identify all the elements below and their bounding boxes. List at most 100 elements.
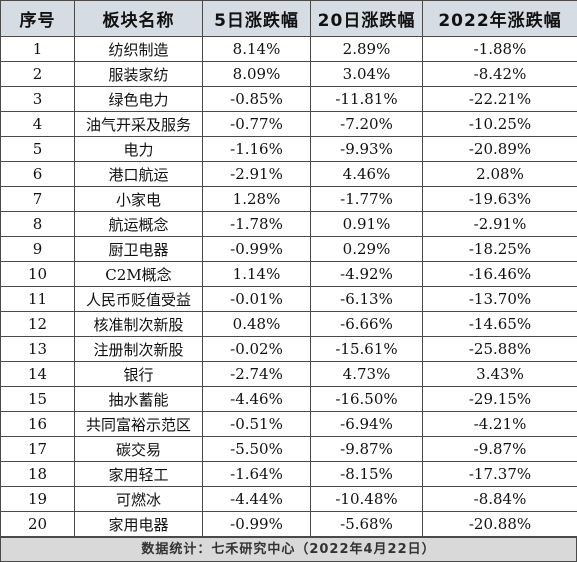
table-row: 8 航运概念 -1.78% 0.91% -2.91% bbox=[0, 211, 577, 237]
cell-2022-change: 2.08% bbox=[422, 161, 577, 187]
table-row: 5 电力 -1.16% -9.93% -20.89% bbox=[0, 136, 577, 162]
table-row: 17 碳交易 -5.50% -9.87% -9.87% bbox=[0, 436, 577, 462]
cell-20day-change: -6.66% bbox=[310, 311, 423, 337]
cell-2022-change: -8.84% bbox=[422, 486, 577, 512]
table-row: 2 服装家纺 8.09% 3.04% -8.42% bbox=[0, 61, 577, 87]
cell-2022-change: -2.91% bbox=[422, 211, 577, 237]
cell-2022-change: -20.88% bbox=[422, 511, 577, 537]
cell-5day-change: 1.28% bbox=[202, 186, 311, 212]
cell-sector-name: 共同富裕示范区 bbox=[74, 411, 203, 437]
cell-5day-change: -1.16% bbox=[202, 136, 311, 162]
cell-sector-name: C2M概念 bbox=[74, 261, 203, 287]
table-row: 13 注册制次新股 -0.02% -15.61% -25.88% bbox=[0, 336, 577, 362]
cell-2022-change: -10.25% bbox=[422, 111, 577, 137]
cell-2022-change: -19.63% bbox=[422, 186, 577, 212]
cell-20day-change: -1.77% bbox=[310, 186, 423, 212]
cell-5day-change: -0.99% bbox=[202, 511, 311, 537]
cell-5day-change: -0.51% bbox=[202, 411, 311, 437]
cell-20day-change: 0.29% bbox=[310, 236, 423, 262]
cell-2022-change: -13.70% bbox=[422, 286, 577, 312]
cell-5day-change: 8.09% bbox=[202, 61, 311, 87]
cell-sector-name: 家用电器 bbox=[74, 511, 203, 537]
cell-index: 15 bbox=[0, 386, 75, 412]
table-row: 18 家用轻工 -1.64% -8.15% -17.37% bbox=[0, 461, 577, 487]
cell-20day-change: -6.13% bbox=[310, 286, 423, 312]
cell-sector-name: 航运概念 bbox=[74, 211, 203, 237]
cell-5day-change: 1.14% bbox=[202, 261, 311, 287]
table-row: 4 油气开采及服务 -0.77% -7.20% -10.25% bbox=[0, 111, 577, 137]
cell-2022-change: -20.89% bbox=[422, 136, 577, 162]
cell-sector-name: 碳交易 bbox=[74, 436, 203, 462]
table-body: 1 纺织制造 8.14% 2.89% -1.88% 2 服装家纺 8.09% 3.04% -8.4… bbox=[0, 36, 577, 537]
header-index: 序号 bbox=[0, 0, 75, 37]
cell-sector-name: 油气开采及服务 bbox=[74, 111, 203, 137]
cell-index: 8 bbox=[0, 211, 75, 237]
cell-20day-change: 3.04% bbox=[310, 61, 423, 87]
cell-index: 6 bbox=[0, 161, 75, 187]
cell-20day-change: -9.87% bbox=[310, 436, 423, 462]
cell-index: 16 bbox=[0, 411, 75, 437]
table-row: 9 厨卫电器 -0.99% 0.29% -18.25% bbox=[0, 236, 577, 262]
cell-5day-change: -0.99% bbox=[202, 236, 311, 262]
cell-2022-change: -14.65% bbox=[422, 311, 577, 337]
cell-20day-change: -11.81% bbox=[310, 86, 423, 112]
cell-index: 11 bbox=[0, 286, 75, 312]
cell-5day-change: -1.78% bbox=[202, 211, 311, 237]
cell-20day-change: 4.73% bbox=[310, 361, 423, 387]
cell-2022-change: -18.25% bbox=[422, 236, 577, 262]
cell-sector-name: 家用轻工 bbox=[74, 461, 203, 487]
cell-sector-name: 厨卫电器 bbox=[74, 236, 203, 262]
cell-sector-name: 可燃冰 bbox=[74, 486, 203, 512]
table-row: 15 抽水蓄能 -4.46% -16.50% -29.15% bbox=[0, 386, 577, 412]
cell-2022-change: -16.46% bbox=[422, 261, 577, 287]
cell-20day-change: -5.68% bbox=[310, 511, 423, 537]
cell-sector-name: 抽水蓄能 bbox=[74, 386, 203, 412]
cell-5day-change: -1.64% bbox=[202, 461, 311, 487]
cell-20day-change: -8.15% bbox=[310, 461, 423, 487]
cell-sector-name: 核准制次新股 bbox=[74, 311, 203, 337]
cell-index: 7 bbox=[0, 186, 75, 212]
cell-index: 17 bbox=[0, 436, 75, 462]
cell-5day-change: 8.14% bbox=[202, 36, 311, 62]
cell-5day-change: 0.48% bbox=[202, 311, 311, 337]
header-2022-change: 2022年涨跌幅 bbox=[422, 0, 577, 37]
table-row: 3 绿色电力 -0.85% -11.81% -22.21% bbox=[0, 86, 577, 112]
cell-20day-change: -6.94% bbox=[310, 411, 423, 437]
cell-2022-change: -1.88% bbox=[422, 36, 577, 62]
cell-index: 19 bbox=[0, 486, 75, 512]
cell-sector-name: 小家电 bbox=[74, 186, 203, 212]
cell-20day-change: 0.91% bbox=[310, 211, 423, 237]
table-row: 20 家用电器 -0.99% -5.68% -20.88% bbox=[0, 511, 577, 537]
cell-5day-change: -0.02% bbox=[202, 336, 311, 362]
cell-index: 3 bbox=[0, 86, 75, 112]
cell-index: 5 bbox=[0, 136, 75, 162]
data-source-footer: 数据统计：七禾研究中心（2022年4月22日） bbox=[0, 537, 577, 562]
cell-20day-change: -10.48% bbox=[310, 486, 423, 512]
cell-2022-change: -29.15% bbox=[422, 386, 577, 412]
table-row: 16 共同富裕示范区 -0.51% -6.94% -4.21% bbox=[0, 411, 577, 437]
cell-20day-change: -9.93% bbox=[310, 136, 423, 162]
cell-2022-change: -25.88% bbox=[422, 336, 577, 362]
cell-5day-change: -0.77% bbox=[202, 111, 311, 137]
cell-20day-change: -7.20% bbox=[310, 111, 423, 137]
cell-index: 2 bbox=[0, 61, 75, 87]
cell-sector-name: 注册制次新股 bbox=[74, 336, 203, 362]
cell-5day-change: -4.44% bbox=[202, 486, 311, 512]
cell-sector-name: 电力 bbox=[74, 136, 203, 162]
table-row: 10 C2M概念 1.14% -4.92% -16.46% bbox=[0, 261, 577, 287]
cell-sector-name: 服装家纺 bbox=[74, 61, 203, 87]
cell-index: 12 bbox=[0, 311, 75, 337]
cell-sector-name: 绿色电力 bbox=[74, 86, 203, 112]
cell-sector-name: 人民币贬值受益 bbox=[74, 286, 203, 312]
cell-5day-change: -2.74% bbox=[202, 361, 311, 387]
cell-index: 13 bbox=[0, 336, 75, 362]
cell-sector-name: 银行 bbox=[74, 361, 203, 387]
table-row: 12 核准制次新股 0.48% -6.66% -14.65% bbox=[0, 311, 577, 337]
cell-index: 18 bbox=[0, 461, 75, 487]
cell-5day-change: -0.01% bbox=[202, 286, 311, 312]
cell-sector-name: 港口航运 bbox=[74, 161, 203, 187]
cell-2022-change: -22.21% bbox=[422, 86, 577, 112]
header-20day-change: 20日涨跌幅 bbox=[310, 0, 423, 37]
cell-2022-change: -17.37% bbox=[422, 461, 577, 487]
cell-index: 14 bbox=[0, 361, 75, 387]
